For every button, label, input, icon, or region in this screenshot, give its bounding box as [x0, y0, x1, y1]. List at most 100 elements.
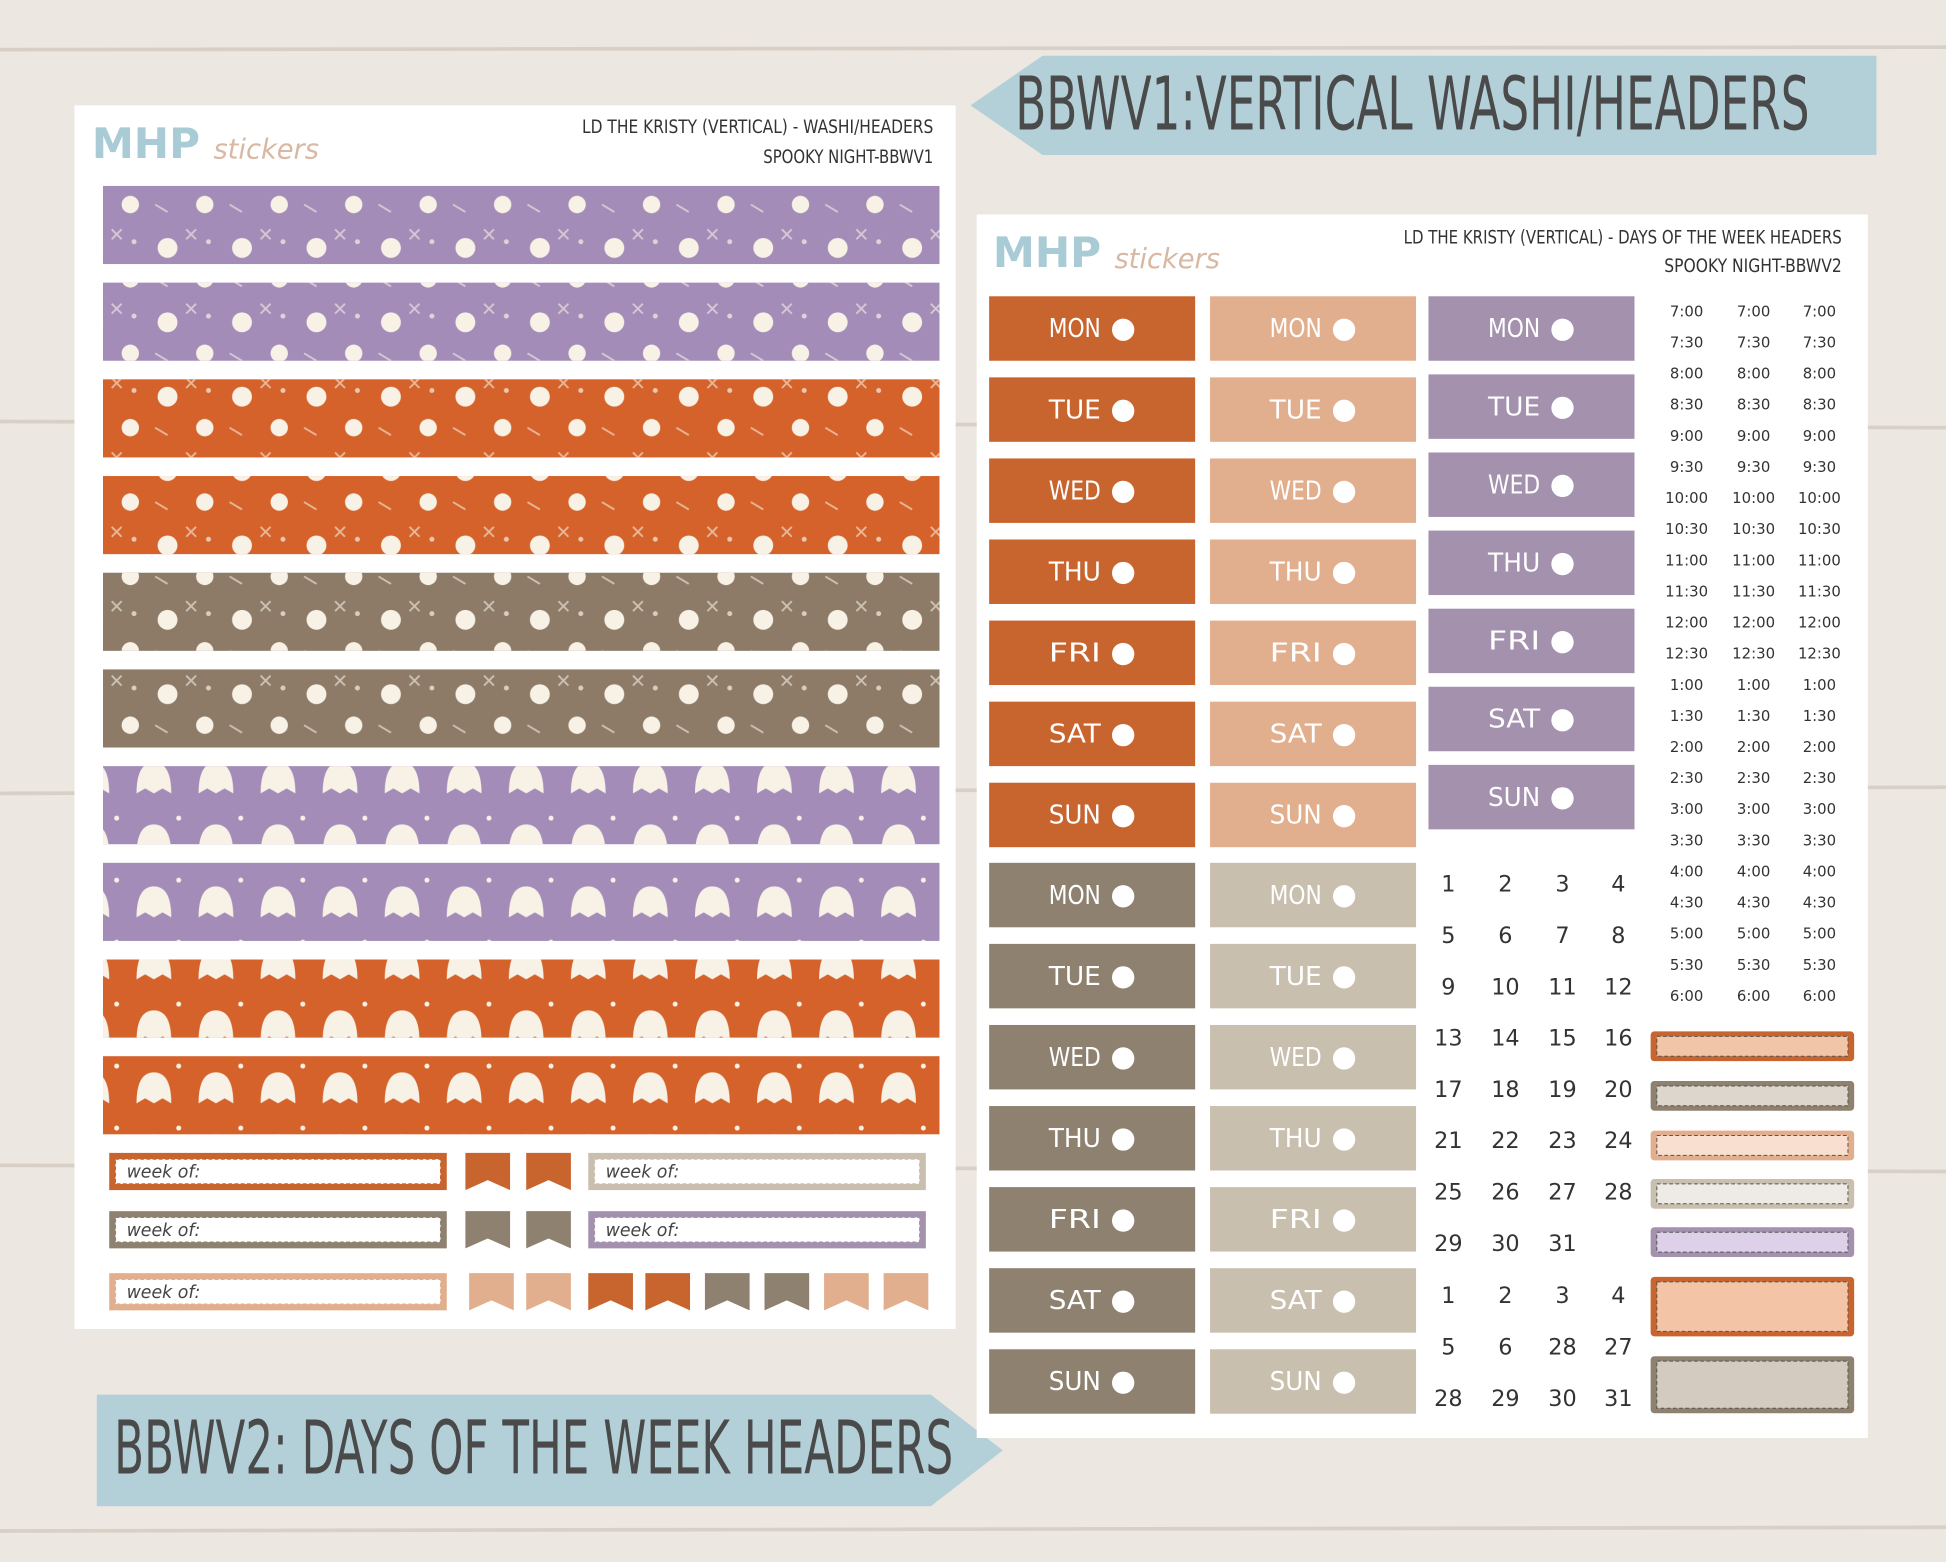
date-number: 16 [1604, 1026, 1632, 1052]
time-label: 12:00 [1665, 614, 1708, 632]
time-label: 3:00 [1670, 800, 1703, 818]
time-label: 1:00 [1803, 676, 1836, 694]
day-dot [1112, 1209, 1135, 1232]
day-header [1210, 1349, 1417, 1414]
logo-word: stickers [213, 135, 319, 166]
label-box-inner [1656, 1085, 1849, 1107]
time-label: 9:00 [1803, 427, 1836, 445]
day-label: SUN [1049, 1367, 1101, 1397]
washi-pattern [103, 1056, 940, 1135]
time-label: 10:30 [1798, 520, 1841, 538]
day-dot [1332, 399, 1356, 422]
day-dot [1112, 561, 1135, 585]
time-label: 12:00 [1798, 614, 1841, 632]
day-header [989, 458, 1196, 523]
day-label: WED [1270, 1043, 1322, 1073]
day-header [1210, 943, 1417, 1009]
time-label: 9:30 [1803, 458, 1836, 476]
time-label: 12:30 [1665, 645, 1708, 663]
week-label-inner [114, 1158, 442, 1185]
flag [526, 1273, 571, 1311]
day-header [989, 862, 1196, 928]
date-number: 22 [1491, 1128, 1519, 1154]
day-dot [1332, 885, 1356, 908]
flag [588, 1273, 633, 1311]
time-label: 3:30 [1803, 831, 1836, 849]
day-label: TUE [1048, 962, 1101, 992]
date-number: 11 [1548, 974, 1576, 1000]
label-box-inner [1656, 1183, 1849, 1205]
day-dot [1112, 805, 1135, 828]
date-number: 17 [1434, 1077, 1462, 1103]
time-label: 11:30 [1798, 582, 1841, 600]
washi-pattern [103, 669, 940, 748]
day-dot [1332, 723, 1356, 747]
day-dot [1332, 805, 1356, 828]
time-label: 7:30 [1737, 334, 1770, 352]
day-header [1428, 764, 1635, 830]
day-label: SAT [1049, 1286, 1101, 1316]
time-label: 8:30 [1670, 396, 1703, 414]
time-label: 12:30 [1732, 645, 1775, 663]
day-label: FRI [1049, 1205, 1101, 1235]
time-label: 7:00 [1737, 302, 1770, 320]
day-dot [1551, 552, 1574, 576]
logo-brand: MHP [92, 119, 200, 168]
time-label: 10:30 [1665, 520, 1708, 538]
flag [645, 1273, 691, 1311]
day-label: WED [1270, 476, 1322, 506]
time-label: 11:00 [1665, 551, 1708, 569]
banner-2 [96, 1394, 1003, 1507]
day-header [989, 782, 1196, 848]
label-box-inner [1656, 1135, 1849, 1156]
time-label: 7:00 [1803, 302, 1836, 320]
day-dot [1332, 642, 1356, 666]
time-label: 1:30 [1670, 707, 1703, 725]
date-number: 31 [1604, 1386, 1632, 1412]
time-label: 4:30 [1670, 894, 1703, 912]
time-label: 2:00 [1737, 738, 1770, 756]
washi-pattern [103, 959, 940, 1038]
day-label: FRI [1270, 639, 1322, 669]
day-header [1428, 608, 1635, 674]
time-label: 7:30 [1670, 334, 1703, 352]
day-label: TUE [1487, 392, 1540, 422]
day-dot [1112, 642, 1135, 666]
label-box-inner [1656, 1281, 1849, 1332]
date-number: 3 [1555, 872, 1569, 898]
date-number: 12 [1604, 974, 1632, 1000]
time-label: 11:00 [1798, 551, 1841, 569]
time-label: 8:30 [1803, 396, 1836, 414]
flag [704, 1273, 750, 1311]
date-number: 25 [1434, 1180, 1462, 1206]
time-label: 2:30 [1737, 769, 1770, 787]
week-label-text: week of: [606, 1163, 680, 1183]
day-header [989, 1268, 1196, 1333]
day-label: WED [1488, 470, 1540, 500]
flag [764, 1273, 810, 1311]
day-header [989, 1187, 1196, 1252]
date-number: 28 [1604, 1180, 1632, 1206]
date-number: 7 [1555, 923, 1569, 949]
date-number: 27 [1604, 1335, 1632, 1361]
time-label: 10:00 [1798, 489, 1841, 507]
date-number: 6 [1498, 923, 1512, 949]
sheet-title: LD THE KRISTY (VERTICAL) - DAYS OF THE W… [1404, 228, 1842, 249]
time-label: 5:00 [1670, 925, 1703, 943]
time-label: 1:00 [1670, 676, 1703, 694]
date-number: 2 [1498, 1283, 1512, 1309]
week-label-inner [114, 1278, 442, 1305]
banner-text: BBWV2: DAYS OF THE WEEK HEADERS [114, 1404, 953, 1491]
logo-word: stickers [1114, 244, 1220, 275]
date-number: 20 [1604, 1077, 1632, 1103]
day-dot [1332, 966, 1356, 989]
day-dot [1551, 709, 1574, 732]
day-dot [1332, 561, 1356, 585]
date-number: 27 [1548, 1180, 1576, 1206]
time-label: 3:30 [1670, 831, 1703, 849]
washi-pattern [103, 766, 940, 845]
week-label-inner [114, 1216, 442, 1243]
date-number: 8 [1611, 923, 1625, 949]
day-label: MON [1270, 314, 1322, 344]
day-label: THU [1048, 1124, 1101, 1154]
